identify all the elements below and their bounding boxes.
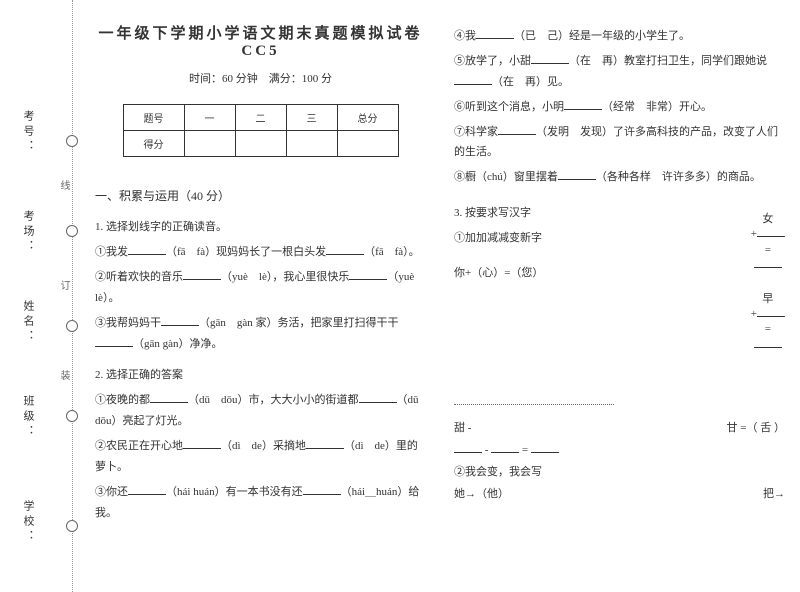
question-item: ⑥听到这个消息，小明（经常 非常）开心。 [454, 97, 785, 118]
question-item: ⑤放学了，小甜（在 再）教室打扫卫生，同学们跟她说（在 再）见。 [454, 51, 785, 93]
section-1-title: 一、积累与运用（40 分） [95, 187, 426, 204]
question-2-title: 2. 选择正确的答案 [95, 366, 426, 382]
question-3-sub: ①加加减减变新字 [454, 228, 785, 249]
question-item: ④我（已 己）经是一年级的小学生了。 [454, 26, 785, 47]
binding-cut: 订 [56, 280, 71, 290]
equation-box: 女+= 早+= [751, 212, 785, 371]
exam-subtitle: 时间：60 分钟 满分：100 分 [95, 70, 426, 86]
binding-label: 考号： [20, 110, 36, 155]
question-item: ⑦科学家（发明 发现）了许多高科技的产品，改变了人们的生活。 [454, 122, 785, 164]
question-item: ②听着欢快的音乐（yuè lè），我心里很快乐（yuè lè）。 [95, 267, 426, 309]
score-table: 题号一二三总分 得分 [123, 104, 399, 157]
binding-cut: 装 [56, 370, 71, 380]
equation-inline: 你+（心）=（您） [454, 263, 785, 284]
binding-label: 姓名： [20, 300, 36, 345]
question-item: ②农民正在开心地（dì de）采摘地（dì de）里的萝卜。 [95, 436, 426, 478]
binding-label: 学校： [20, 500, 36, 545]
binding-cut: 线 [56, 180, 71, 190]
question-item: ⑧橱（chú）窗里摆着（各种各样 许许多多）的商品。 [454, 167, 785, 188]
exam-title: 一年级下学期小学语文期末真题模拟试卷 CC5 [95, 22, 426, 60]
binding-label: 班级： [20, 395, 36, 440]
question-item: ①夜晚的都（dū dōu）市，大大小小的街道都（dū dōu）亮起了灯光。 [95, 390, 426, 432]
question-item: ①我发（fā fà）现妈妈长了一根白头发（fā fà）。 [95, 242, 426, 263]
bottom-right-block: 甜 -甘 =（ 舌 ） - = ②我会变，我会写 她→（他）把→ [454, 404, 785, 505]
binding-label: 考场： [20, 210, 36, 255]
question-item: ③你还（hái huán）有一本书没有还（hái＿huán）给我。 [95, 482, 426, 524]
question-item: ③我帮妈妈干（gān gàn 家）务活，把家里打扫得干干（gān gàn）净净。 [95, 313, 426, 355]
question-1-title: 1. 选择划线字的正确读音。 [95, 218, 426, 234]
question-3-title: 3. 按要求写汉字 [454, 204, 785, 220]
